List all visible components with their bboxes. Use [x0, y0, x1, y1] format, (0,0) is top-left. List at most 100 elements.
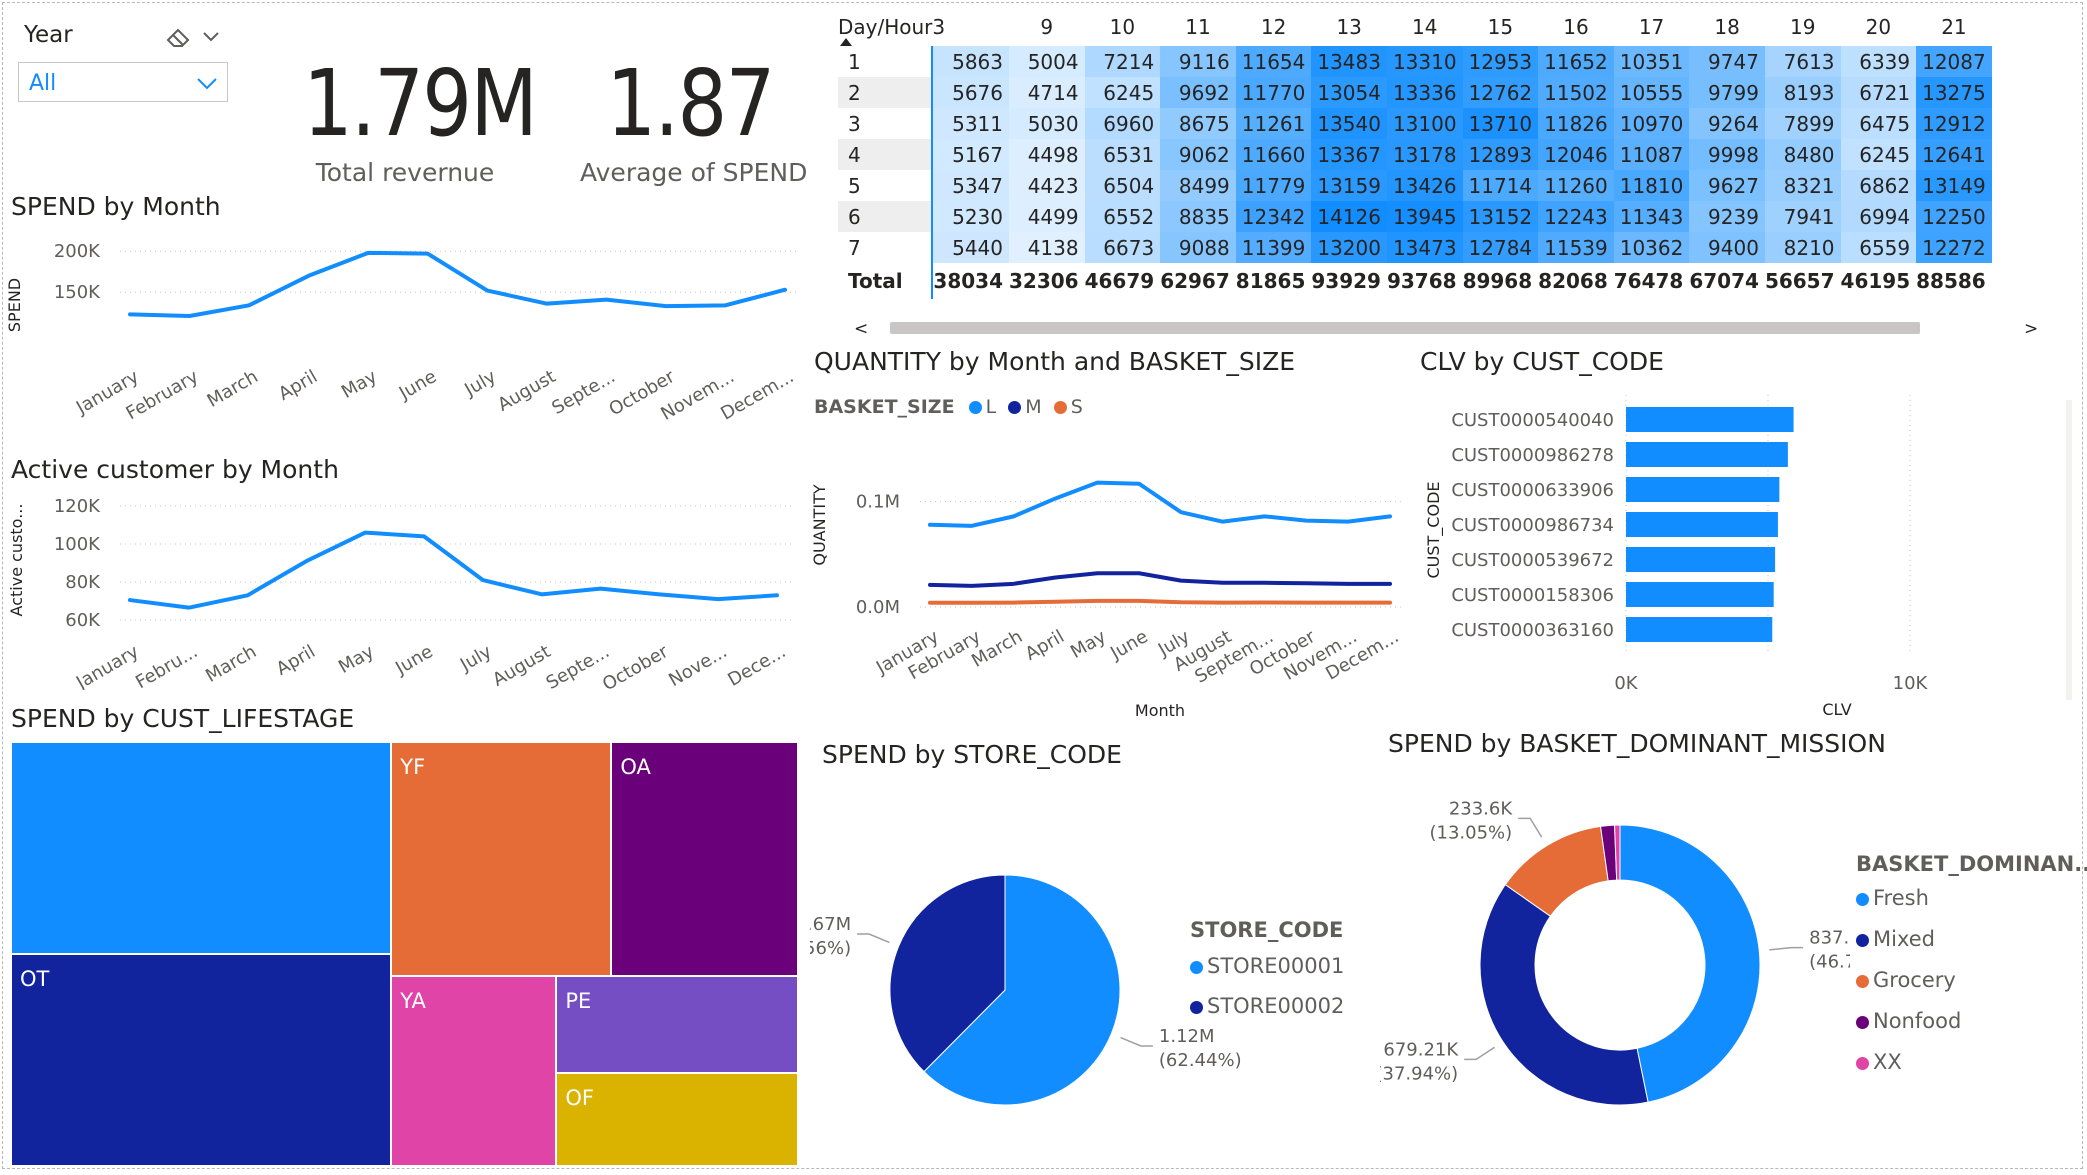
- data-point[interactable]: [1387, 581, 1393, 587]
- data-point[interactable]: [1011, 513, 1017, 519]
- matrix-cell[interactable]: 6673: [1084, 232, 1161, 263]
- data-point[interactable]: [127, 597, 133, 603]
- matrix-cell[interactable]: 5440: [932, 232, 1009, 263]
- data-point[interactable]: [927, 522, 933, 528]
- matrix-cell[interactable]: 11779: [1235, 170, 1312, 201]
- matrix-cell[interactable]: 9088: [1160, 232, 1236, 263]
- matrix-cell[interactable]: 9747: [1689, 46, 1765, 77]
- matrix-cell[interactable]: 8499: [1160, 170, 1236, 201]
- matrix-cell[interactable]: 9400: [1689, 232, 1765, 263]
- matrix-cell[interactable]: 10970: [1613, 108, 1690, 139]
- data-point[interactable]: [1178, 599, 1184, 605]
- matrix-cell[interactable]: 4714: [1009, 77, 1085, 108]
- data-point[interactable]: [1303, 600, 1309, 606]
- matrix-total-row[interactable]: Total 38034 32306 46679 62967 81865 93929 93768…: [838, 263, 1992, 299]
- matrix-cell[interactable]: 9062: [1160, 139, 1236, 170]
- data-point[interactable]: [306, 273, 312, 279]
- data-point[interactable]: [246, 302, 252, 308]
- matrix-cell[interactable]: 5676: [932, 77, 1009, 108]
- data-point[interactable]: [484, 288, 490, 294]
- matrix-cell[interactable]: 12342: [1235, 201, 1312, 232]
- data-point[interactable]: [1262, 599, 1268, 605]
- matrix-cell[interactable]: 11399: [1235, 232, 1312, 263]
- matrix-cell[interactable]: 4138: [1009, 232, 1085, 263]
- data-point[interactable]: [1345, 519, 1351, 525]
- data-point[interactable]: [1136, 598, 1142, 604]
- data-point[interactable]: [598, 586, 604, 592]
- data-point[interactable]: [722, 302, 728, 308]
- data-point[interactable]: [1136, 570, 1142, 576]
- canvas-scrollbar[interactable]: [2066, 400, 2072, 700]
- matrix-row[interactable]: 1 5863 5004 7214 9116 11654 13483 13310 12953 116…: [838, 46, 1992, 77]
- matrix-cell[interactable]: 13054: [1311, 77, 1387, 108]
- matrix-cell[interactable]: 11714: [1462, 170, 1539, 201]
- series-line-0[interactable]: [128, 250, 787, 318]
- matrix-cell[interactable]: 13200: [1311, 232, 1387, 263]
- slice-store00001[interactable]: [923, 874, 1121, 1106]
- data-point[interactable]: [1220, 519, 1226, 525]
- legend-item-m[interactable]: M: [1008, 396, 1042, 418]
- matrix-cell[interactable]: 12893: [1462, 139, 1539, 170]
- matrix-cell[interactable]: 12641: [1916, 139, 1992, 170]
- matrix-cell[interactable]: 8321: [1764, 170, 1841, 201]
- year-dropdown[interactable]: All: [18, 62, 228, 102]
- treemap-cell[interactable]: OA: [611, 742, 798, 977]
- lifestage-treemap[interactable]: OT YF OA YA PE OF: [11, 742, 798, 1166]
- legend-item-s[interactable]: S: [1053, 396, 1083, 418]
- scroll-left-arrow[interactable]: <: [854, 319, 868, 338]
- matrix-cell[interactable]: 11261: [1235, 108, 1312, 139]
- matrix-cell[interactable]: 11087: [1613, 139, 1690, 170]
- matrix-cell[interactable]: 4423: [1009, 170, 1085, 201]
- matrix-row[interactable]: 6 5230 4499 6552 8835 12342 14126 13945 13152 122…: [838, 201, 1992, 232]
- data-point[interactable]: [663, 303, 669, 309]
- matrix-cell[interactable]: 7214: [1084, 46, 1161, 77]
- data-point[interactable]: [303, 558, 309, 564]
- clv-bar[interactable]: [1626, 442, 1788, 467]
- data-point[interactable]: [1220, 600, 1226, 606]
- matrix-cell[interactable]: 6531: [1084, 139, 1161, 170]
- treemap-cell[interactable]: YF: [391, 742, 612, 977]
- data-point[interactable]: [1303, 580, 1309, 586]
- matrix-cell[interactable]: 13367: [1311, 139, 1387, 170]
- data-point[interactable]: [1387, 600, 1393, 606]
- matrix-column-header[interactable]: 10: [1109, 15, 1136, 39]
- matrix-cell[interactable]: 13149: [1916, 170, 1992, 201]
- matrix-column-header[interactable]: 17: [1638, 15, 1665, 39]
- clv-bar[interactable]: [1626, 407, 1794, 432]
- matrix-horizontal-scrollbar[interactable]: < >: [838, 318, 2048, 338]
- matrix-cell[interactable]: 9627: [1689, 170, 1765, 201]
- matrix-column-header[interactable]: 15: [1487, 15, 1514, 39]
- data-point[interactable]: [480, 577, 486, 583]
- matrix-cell[interactable]: 13945: [1386, 201, 1463, 232]
- matrix-column-header[interactable]: 9: [1040, 15, 1054, 39]
- matrix-cell[interactable]: 9799: [1689, 77, 1765, 108]
- matrix-cell[interactable]: 11810: [1613, 170, 1690, 201]
- mission-donut-chart[interactable]: 837.67K (46.79%) 679.21K (37.94%) 233.6K (13.…: [1380, 765, 1850, 1165]
- matrix-cell[interactable]: 11260: [1538, 170, 1614, 201]
- matrix-cell[interactable]: 9264: [1689, 108, 1765, 139]
- quantity-chart[interactable]: 0.0M0.1MQUANTITYJanuaryFebruaryMarchApri…: [805, 440, 1415, 730]
- mission-legend-fresh[interactable]: Fresh: [1856, 886, 1929, 910]
- series-line-0[interactable]: [128, 530, 779, 610]
- matrix-cell[interactable]: 12243: [1538, 201, 1614, 232]
- matrix-cell[interactable]: 10362: [1613, 232, 1690, 263]
- matrix-cell[interactable]: 5167: [932, 139, 1009, 170]
- matrix-cell[interactable]: 13178: [1386, 139, 1463, 170]
- matrix-column-header[interactable]: 16: [1563, 15, 1589, 39]
- matrix-cell[interactable]: 10351: [1613, 46, 1690, 77]
- matrix-cell[interactable]: 11770: [1235, 77, 1312, 108]
- matrix-cell[interactable]: 13483: [1311, 46, 1387, 77]
- data-point[interactable]: [425, 251, 431, 257]
- data-point[interactable]: [1011, 600, 1017, 606]
- matrix-cell[interactable]: 6475: [1840, 108, 1917, 139]
- slice-store00002[interactable]: [889, 874, 1006, 1073]
- data-point[interactable]: [1220, 580, 1226, 586]
- matrix-cell[interactable]: 6339: [1840, 46, 1917, 77]
- matrix-column-header[interactable]: 18: [1714, 15, 1740, 39]
- matrix-cell[interactable]: 9998: [1689, 139, 1765, 170]
- matrix-cell[interactable]: 10555: [1613, 77, 1690, 108]
- data-point[interactable]: [421, 533, 427, 539]
- treemap-cell[interactable]: PE: [556, 976, 798, 1074]
- matrix-cell[interactable]: 8675: [1160, 108, 1236, 139]
